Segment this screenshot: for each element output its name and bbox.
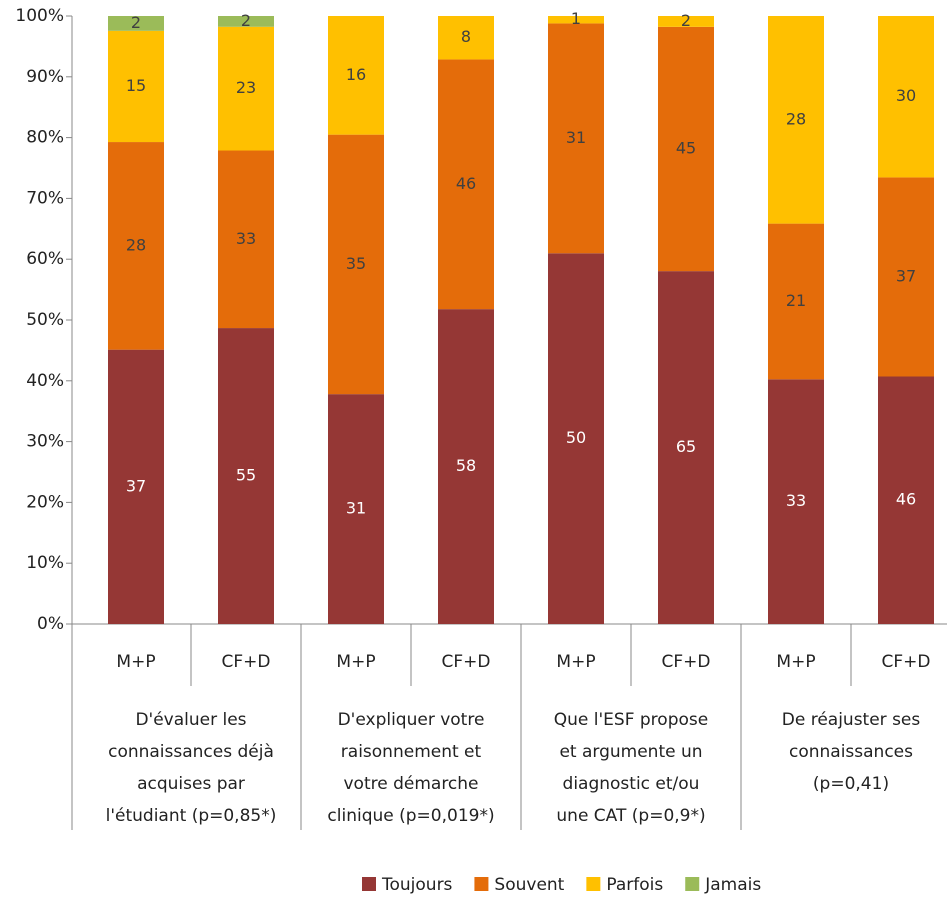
bar-segment xyxy=(878,376,934,624)
data-label: 8 xyxy=(461,27,471,46)
group-label: votre démarche xyxy=(343,774,478,794)
data-label: 30 xyxy=(896,86,916,105)
legend-swatch xyxy=(685,877,700,891)
y-tick-label: 60% xyxy=(26,249,64,269)
data-label: 31 xyxy=(566,128,586,147)
bar-segment xyxy=(328,134,384,395)
data-label: 15 xyxy=(126,76,146,95)
bar-segment xyxy=(548,253,604,624)
x-tick-label: CF+D xyxy=(882,652,931,672)
data-label: 28 xyxy=(786,109,806,128)
bar-segment xyxy=(438,309,494,624)
bar-segment xyxy=(108,349,164,624)
group-label: D'évaluer les xyxy=(135,710,246,730)
data-label: 2 xyxy=(131,13,141,32)
bar-segment xyxy=(548,16,604,24)
group-label: acquises par xyxy=(137,774,245,794)
bar-segment xyxy=(768,379,824,624)
bar-segment xyxy=(218,26,274,151)
y-tick-label: 90% xyxy=(26,67,64,87)
data-label: 28 xyxy=(126,235,146,254)
data-label: 58 xyxy=(456,456,476,475)
legend-label: Parfois xyxy=(606,875,663,895)
legend-label: Toujours xyxy=(381,875,453,895)
bar-segment xyxy=(108,142,164,350)
bar-segment xyxy=(108,16,164,31)
y-tick-label: 20% xyxy=(26,492,64,512)
group-label: une CAT (p=0,9*) xyxy=(556,806,705,826)
bar-segment xyxy=(548,23,604,254)
bar-segment xyxy=(218,150,274,329)
data-label: 46 xyxy=(896,490,916,509)
x-tick-label: CF+D xyxy=(442,652,491,672)
group-label: raisonnement et xyxy=(341,742,482,762)
group-label: Que l'ESF propose xyxy=(554,710,708,730)
y-tick-label: 100% xyxy=(15,6,64,26)
data-label: 37 xyxy=(126,476,146,495)
data-label: 45 xyxy=(676,139,696,158)
bar-segment xyxy=(328,16,384,135)
x-tick-label: M+P xyxy=(116,652,155,672)
legend-swatch xyxy=(586,877,601,891)
y-tick-label: 50% xyxy=(26,310,64,330)
data-label: 21 xyxy=(786,291,806,310)
group-label: diagnostic et/ou xyxy=(563,774,700,794)
legend-label: Jamais xyxy=(704,875,761,895)
bar-segment xyxy=(878,16,934,178)
group-label: connaissances xyxy=(789,742,913,762)
bar-segment xyxy=(328,394,384,624)
legend-swatch xyxy=(362,877,376,891)
data-label: 65 xyxy=(676,437,696,456)
x-tick-label: M+P xyxy=(336,652,375,672)
legend-label: Souvent xyxy=(494,875,564,895)
group-label: l'étudiant (p=0,85*) xyxy=(106,806,277,826)
y-tick-label: 30% xyxy=(26,432,64,452)
group-label: clinique (p=0,019*) xyxy=(327,806,494,826)
bar-segment xyxy=(658,271,714,624)
group-label: De réajuster ses xyxy=(782,710,921,730)
data-label: 23 xyxy=(236,78,256,97)
y-tick-label: 80% xyxy=(26,128,64,148)
x-tick-label: CF+D xyxy=(662,652,711,672)
group-label: connaissances déjà xyxy=(108,742,274,762)
data-label: 33 xyxy=(236,229,256,248)
y-tick-label: 70% xyxy=(26,188,64,208)
bar-segment xyxy=(658,26,714,272)
y-tick-label: 10% xyxy=(26,553,64,573)
bar-segment xyxy=(658,16,714,27)
bar-segment xyxy=(878,177,934,377)
legend-swatch xyxy=(474,877,489,891)
data-label: 1 xyxy=(571,9,581,28)
y-tick-label: 0% xyxy=(37,614,64,634)
bar-segment xyxy=(438,16,494,60)
data-label: 31 xyxy=(346,499,366,518)
x-tick-label: M+P xyxy=(776,652,815,672)
data-label: 2 xyxy=(241,11,251,30)
data-label: 16 xyxy=(346,65,366,84)
y-tick-label: 40% xyxy=(26,371,64,391)
group-label: (p=0,41) xyxy=(813,774,889,794)
bar-segment xyxy=(218,16,274,27)
data-label: 46 xyxy=(456,174,476,193)
bar-segment xyxy=(218,328,274,624)
bar-segment xyxy=(768,223,824,380)
data-label: 50 xyxy=(566,428,586,447)
x-tick-label: CF+D xyxy=(222,652,271,672)
bar-segment xyxy=(438,59,494,310)
group-label: D'expliquer votre xyxy=(338,710,485,730)
data-label: 33 xyxy=(786,491,806,510)
group-label: et argumente un xyxy=(559,742,702,762)
x-tick-label: M+P xyxy=(556,652,595,672)
data-label: 37 xyxy=(896,266,916,285)
bar-segment xyxy=(768,16,824,224)
bar-segment xyxy=(108,30,164,143)
data-label: 2 xyxy=(681,11,691,30)
data-label: 55 xyxy=(236,466,256,485)
data-label: 35 xyxy=(346,254,366,273)
